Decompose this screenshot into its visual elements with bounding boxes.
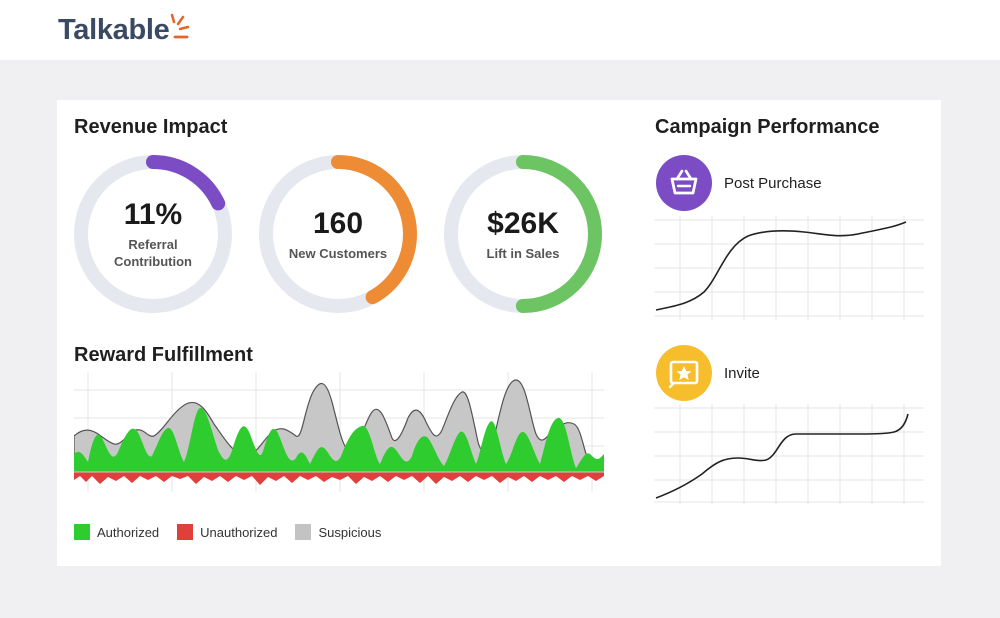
invite-line-chart [654, 404, 924, 504]
metric-label: New Customers [288, 245, 388, 261]
metric-value: 11% [123, 198, 183, 231]
revenue-impact-title: Revenue Impact [74, 116, 228, 138]
ring-progress-arc [444, 155, 602, 313]
post-purchase-trend-line [655, 221, 907, 311]
legend-label: Authorized [97, 524, 160, 540]
metric-ring-sales: $26K Lift in Sales [443, 154, 603, 314]
authorized-area [74, 407, 604, 472]
logo-burst-icon [170, 13, 190, 39]
ring-progress-arc [259, 155, 417, 313]
legend-swatch [295, 524, 312, 540]
metric-value: 160 [312, 206, 364, 240]
post-purchase-line-chart [654, 216, 924, 320]
legend-swatch [177, 524, 194, 540]
unauthorized-area [74, 472, 604, 485]
legend-swatch [74, 524, 90, 540]
invite-icon-badge[interactable] [656, 345, 712, 401]
invite-trend-line [655, 413, 909, 499]
campaign-label-invite[interactable]: Invite [724, 365, 760, 382]
metric-ring-referral: 11% Referral Contribution [73, 154, 233, 314]
campaign-label-post-purchase[interactable]: Post Purchase [724, 175, 822, 192]
post-purchase-icon-badge[interactable] [656, 155, 712, 211]
chart-grid [654, 404, 924, 504]
metric-label: Lift in Sales [486, 245, 560, 261]
legend-item-authorized: Authorized [74, 524, 159, 540]
ring-progress-arc [74, 155, 232, 313]
metric-label: Referral Contribution [114, 237, 192, 269]
top-bar: Talkable [0, 0, 1000, 60]
legend-item-unauthorized: Unauthorized [177, 524, 277, 540]
reward-fulfillment-title: Reward Fulfillment [74, 344, 253, 366]
star-icon [668, 360, 699, 389]
reward-legend: Authorized Unauthorized Suspicious [74, 524, 399, 540]
legend-label: Suspicious [318, 524, 382, 540]
reward-area-chart [74, 372, 604, 492]
metric-ring-customers: 160 New Customers [258, 154, 418, 314]
legend-label: Unauthorized [200, 524, 278, 540]
chart-grid [654, 216, 924, 320]
legend-item-suspicious: Suspicious [295, 524, 381, 540]
talkable-logo[interactable]: Talkable [58, 14, 170, 46]
basket-icon [670, 169, 698, 195]
metric-value: $26K [487, 206, 559, 240]
campaign-performance-title: Campaign Performance [655, 116, 880, 138]
